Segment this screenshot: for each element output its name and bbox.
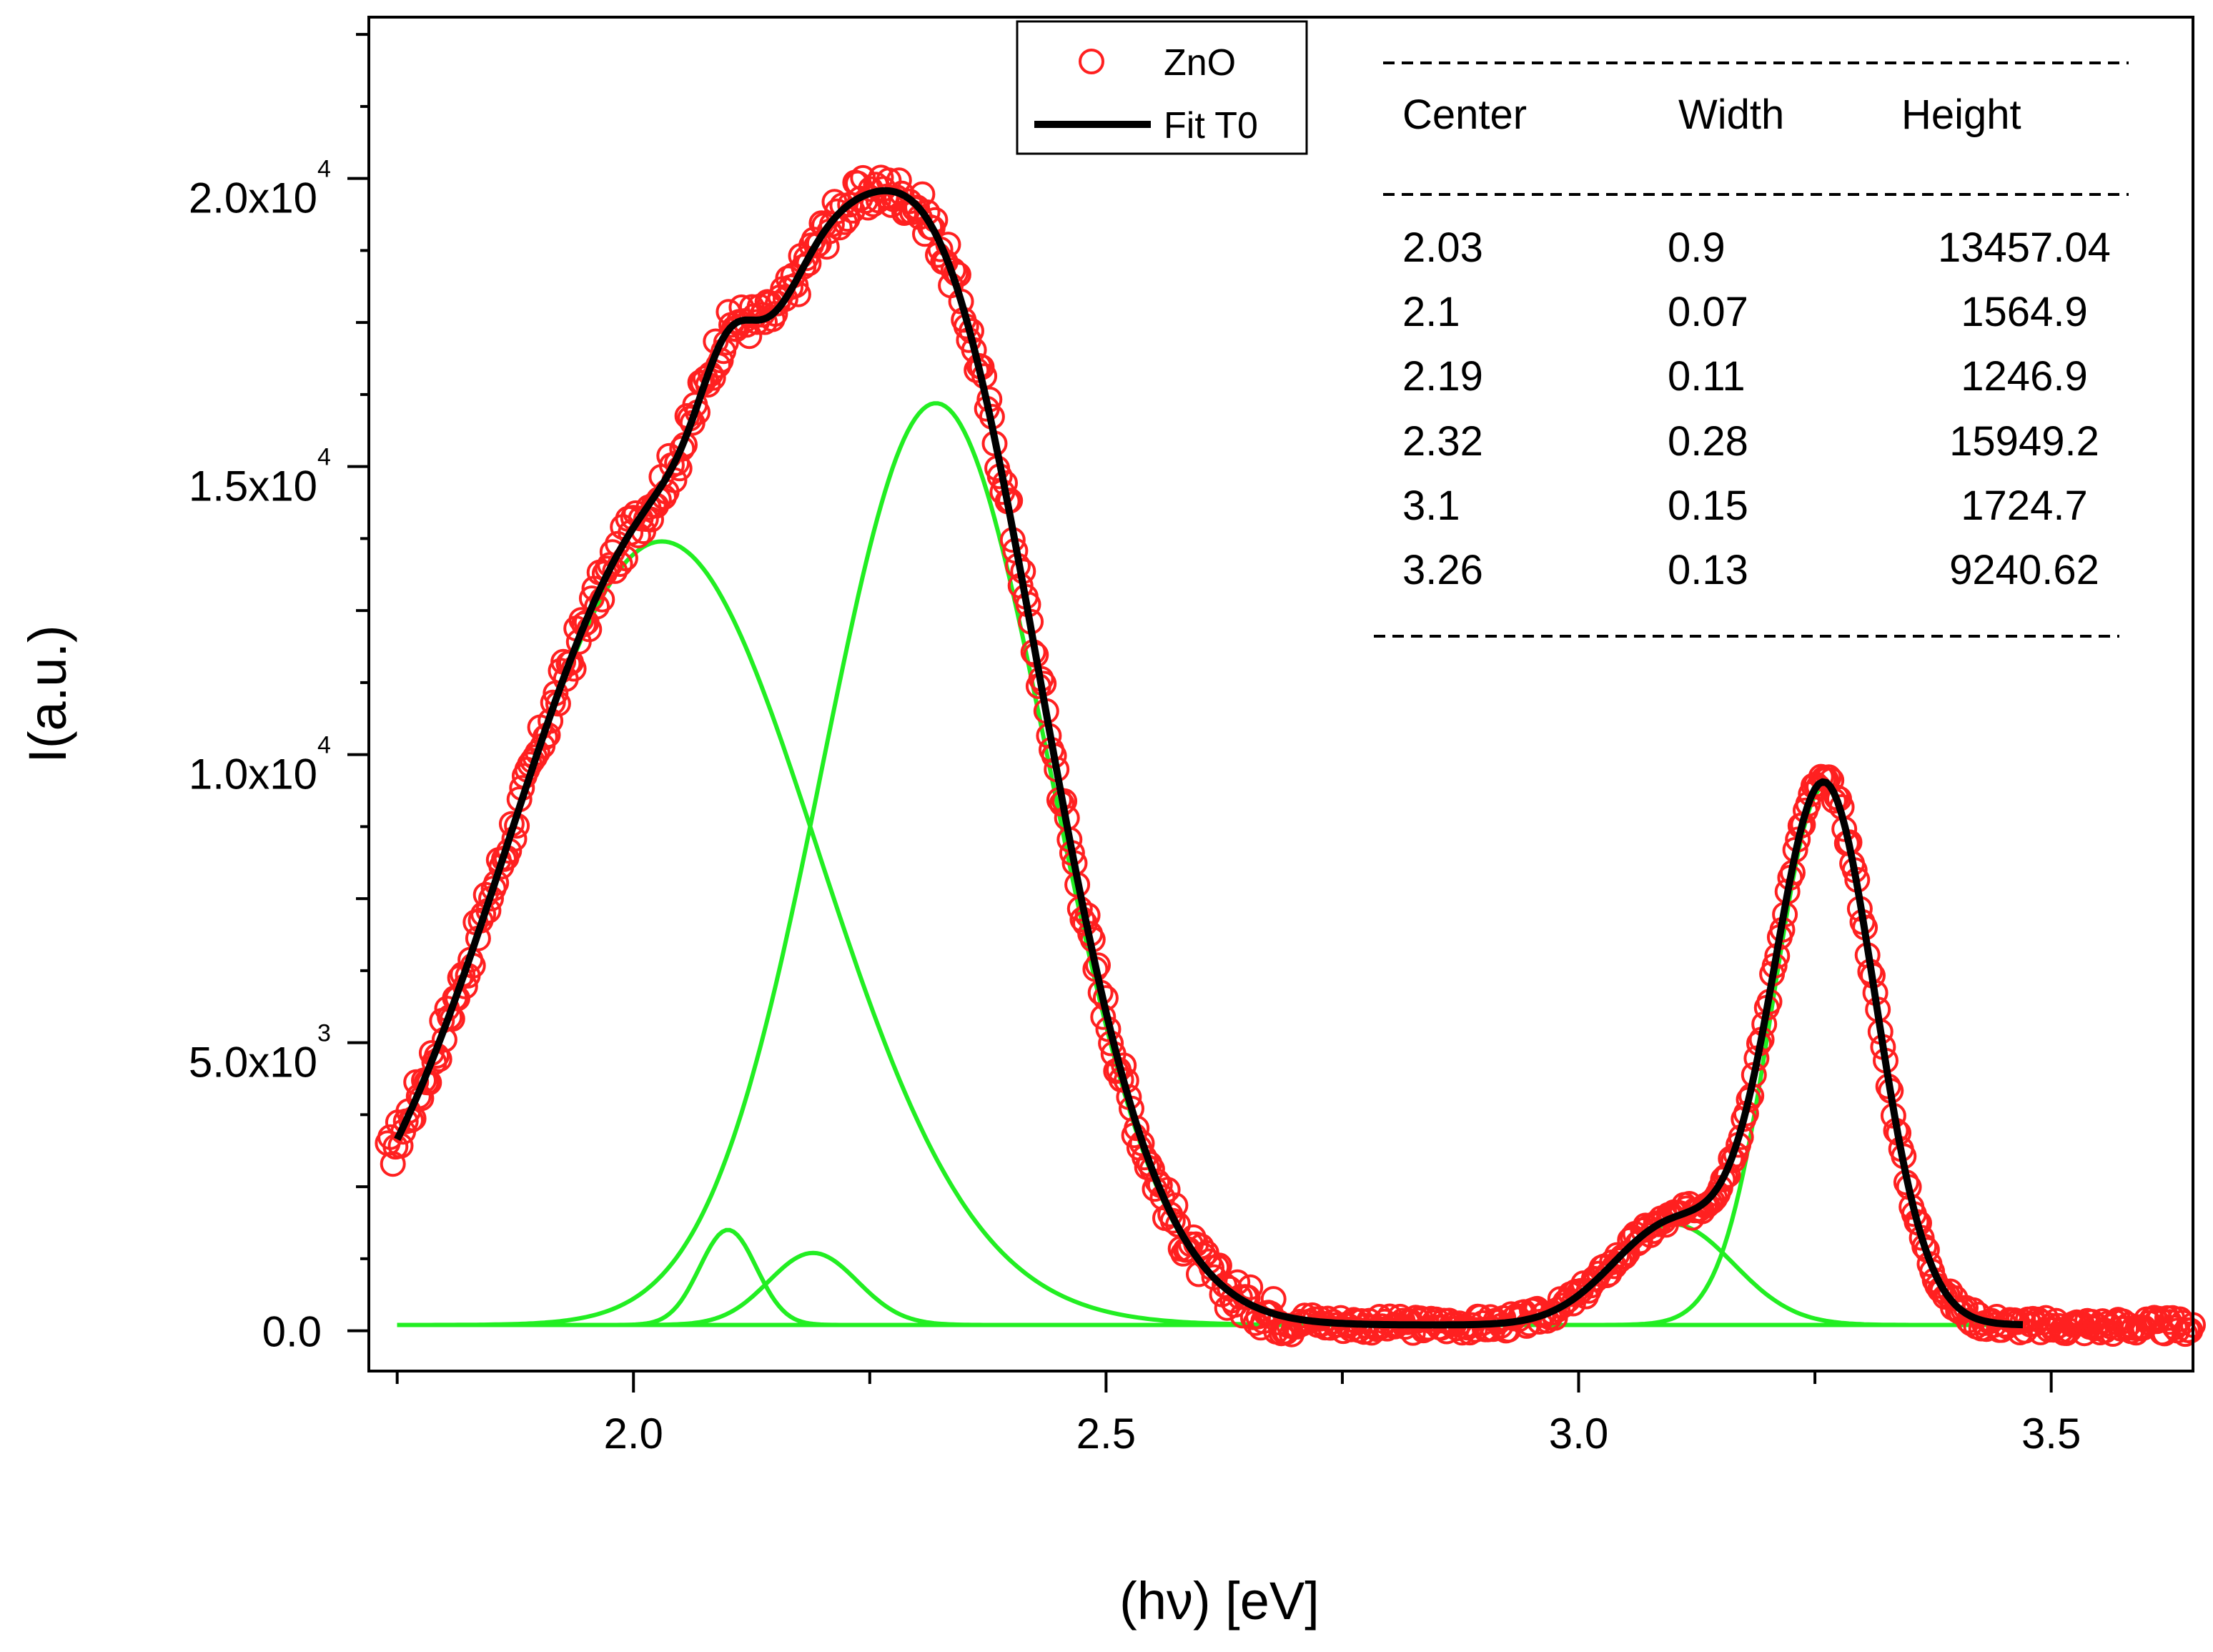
- x-tick-label: 3.5: [2021, 1410, 2081, 1458]
- legend-marker-zno: [1079, 49, 1104, 74]
- table-cell-center: 2.03: [1402, 224, 1483, 271]
- data-point: [1149, 1184, 1176, 1210]
- legend-label-zno: ZnO: [1164, 42, 1236, 84]
- table-cell-height: 1724.7: [1961, 483, 2087, 529]
- table-cell-center: 3.26: [1402, 547, 1483, 593]
- data-point: [571, 611, 597, 638]
- table-cell-height: 15949.2: [1949, 418, 2099, 465]
- data-point: [1165, 1212, 1192, 1238]
- fit-line: [394, 187, 2024, 1329]
- y-tick-exponent: 4: [317, 444, 331, 471]
- table-cell-center: 2.19: [1402, 353, 1483, 400]
- y-tick-exponent: 4: [317, 156, 331, 183]
- table-cell-center: 2.1: [1402, 289, 1460, 335]
- table-header-width: Width: [1678, 91, 1784, 138]
- data-point: [1139, 1156, 1165, 1182]
- x-axis-title: (hν) [eV]: [1119, 1571, 1320, 1631]
- axes: 2.0 2.5 3.0 3.50.05.0x1031.0x1041.5x1042.0x…: [189, 33, 2081, 1458]
- table-header-center: Center: [1402, 91, 1527, 138]
- y-tick-exponent: 4: [317, 732, 331, 759]
- table-cell-width: 0.28: [1668, 418, 1748, 465]
- table-cell-center: 2.32: [1402, 418, 1483, 465]
- table-cell-height: 1246.9: [1961, 353, 2087, 400]
- table-cell-center: 3.1: [1402, 483, 1460, 529]
- y-tick-label: 2.0x10: [189, 174, 317, 222]
- x-tick-label: 2.5: [1076, 1410, 1136, 1458]
- table-cell-height: 9240.62: [1949, 547, 2099, 593]
- table-cell-height: 1564.9: [1961, 289, 2087, 335]
- table-cell-width: 0.15: [1668, 483, 1748, 529]
- data-point: [1808, 763, 1834, 790]
- table-cell-width: 0.9: [1668, 224, 1726, 271]
- plot-frame: [367, 16, 2194, 1372]
- table-cell-width: 0.13: [1668, 547, 1748, 593]
- fit-table: Center Width Height 2.03 0.9 13457.04 2.…: [1374, 61, 2129, 638]
- table-cell-height: 13457.04: [1938, 224, 2111, 271]
- data-point: [1462, 1317, 1488, 1343]
- table-header-height: Height: [1901, 91, 2021, 138]
- legend-label-fit: Fit T0: [1164, 105, 1258, 147]
- y-tick-label: 1.5x10: [189, 463, 317, 510]
- data-point: [1206, 1252, 1232, 1279]
- y-tick-label: 5.0x10: [189, 1039, 317, 1087]
- component-curves: [395, 401, 2024, 1327]
- y-tick-label: 0.0: [262, 1308, 322, 1356]
- data-point: [909, 181, 936, 207]
- legend-box: [1016, 20, 1308, 155]
- data-point: [1237, 1274, 1264, 1300]
- x-tick-label: 3.0: [1549, 1410, 1608, 1458]
- y-tick-label: 1.0x10: [189, 751, 317, 798]
- table-cell-width: 0.07: [1668, 289, 1748, 335]
- data-point: [1606, 1247, 1633, 1273]
- y-tick-exponent: 3: [317, 1020, 331, 1047]
- y-axis-title: I(a.u.): [18, 625, 77, 763]
- data-point: [2172, 1321, 2199, 1347]
- x-tick-label: 2.0: [604, 1410, 663, 1458]
- table-cell-width: 0.11: [1668, 353, 1746, 400]
- fit-curve: [394, 187, 2024, 1329]
- legend: ZnO Fit T0: [1016, 20, 1308, 155]
